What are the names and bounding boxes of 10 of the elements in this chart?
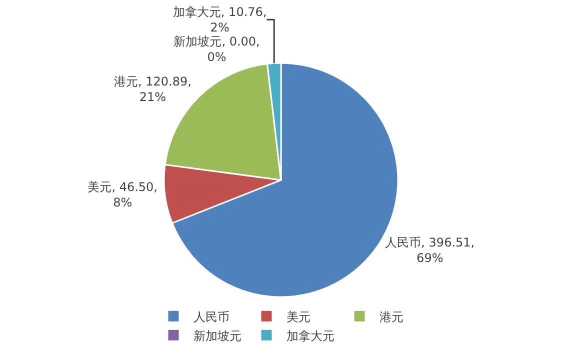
data-label: 加拿大元, 10.76, 2% xyxy=(172,4,267,34)
data-label: 美元, 46.50, 8% xyxy=(88,180,158,210)
data-label: 人民币, 396.51, 69% xyxy=(385,236,475,266)
legend-label: 美元 xyxy=(286,310,310,324)
legend-label: 港元 xyxy=(380,310,404,324)
data-label: 港元, 120.89, 21% xyxy=(114,74,192,104)
legend-label: 加拿大元 xyxy=(286,328,334,343)
legend-label: 新加坡元 xyxy=(194,328,242,343)
text: 新加坡元, 0.00, 0% xyxy=(174,34,260,64)
legend-label: 人民币 xyxy=(194,310,230,324)
